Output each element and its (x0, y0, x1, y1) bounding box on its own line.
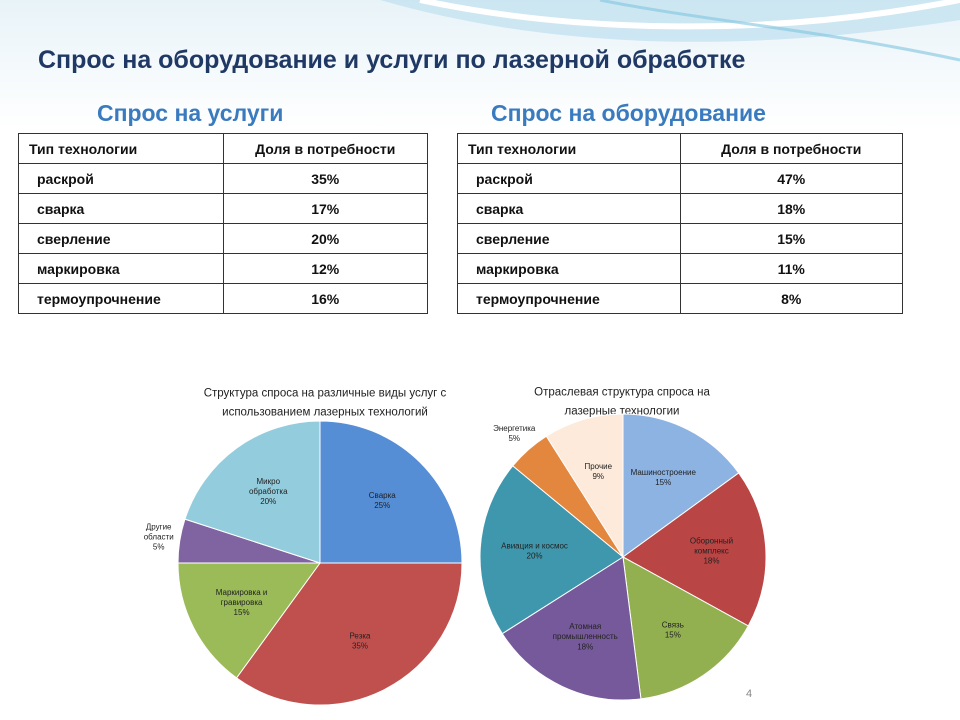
pie-slice (622, 472, 767, 627)
table-cell: 17% (222, 193, 428, 224)
table-row: Тип технологии Доля в потребности (18, 133, 428, 164)
slice-value-label: 15% (665, 630, 681, 639)
slice-value-label: 20% (260, 497, 276, 506)
slice-label: Связь (662, 620, 684, 629)
slice-label: Авиация и космос (501, 542, 568, 551)
slice-label: Другие области (144, 523, 174, 542)
table: Тип технологии Доля в потребности раскрой 4… (457, 133, 903, 314)
slice-value-label: 25% (374, 501, 390, 510)
pie-slice (622, 413, 740, 558)
table-cell: Тип технологии (457, 133, 681, 164)
table-cell: Тип технологии (18, 133, 224, 164)
table-cell: сверление (18, 223, 224, 254)
table-cell: 8% (679, 283, 903, 314)
charts: Структура спроса на различные виды услуг… (135, 375, 790, 720)
table-cell: сварка (18, 193, 224, 224)
table-cell: 35% (222, 163, 428, 194)
table-cell: маркировка (457, 253, 681, 284)
slice-value-label: 9% (592, 472, 604, 481)
pie-slice (184, 420, 321, 564)
table-cell: термоупрочнение (457, 283, 681, 314)
table: Тип технологии Доля в потребности раскрой 3… (18, 133, 428, 314)
table-row: маркировка 12% (18, 253, 428, 284)
table-row: Тип технологии Доля в потребности (457, 133, 903, 164)
slice-label: Маркировка и гравировка (216, 588, 268, 607)
table-cell: 18% (679, 193, 903, 224)
table-cell: раскрой (18, 163, 224, 194)
table-cell: маркировка (18, 253, 224, 284)
table-row: сверление 20% (18, 223, 428, 254)
table-cell: 16% (222, 283, 428, 314)
slice-value-label: 18% (577, 642, 593, 651)
slice-value-label: 15% (234, 608, 250, 617)
table-row: термоупрочнение 16% (18, 283, 428, 314)
table-cell: Доля в потребности (679, 133, 903, 164)
table-caption: Спрос на услуги (97, 100, 284, 126)
slice-value-label: 5% (153, 543, 165, 552)
table-cell: сверление (457, 223, 681, 254)
pie-slice (177, 562, 321, 679)
pie-slice (622, 556, 749, 700)
table-caption: Спрос на оборудование (491, 100, 766, 126)
pie-slice (501, 556, 642, 701)
slice-label: Машиностроение (631, 468, 697, 477)
table-cell: раскрой (457, 163, 681, 194)
slice-value-label: 5% (508, 434, 520, 443)
chart-title: Отраслевая структура спроса на лазерные т… (534, 387, 710, 418)
slice-label: Сварка (369, 491, 397, 500)
table-row: сверление 15% (457, 223, 903, 254)
pie-slice (319, 420, 463, 564)
table-cell: сварка (457, 193, 681, 224)
slice-label: Резка (349, 632, 371, 641)
slice-value-label: 15% (655, 478, 671, 487)
slice-value-label: 18% (703, 557, 719, 566)
chart-title: Структура спроса на различные виды услуг… (204, 388, 447, 419)
table-cell: 47% (679, 163, 903, 194)
pie-slice (235, 562, 463, 706)
table-row: термоупрочнение 8% (457, 283, 903, 314)
table-cell: 11% (679, 253, 903, 284)
pie-slice (479, 465, 624, 635)
slice-label: Энергетика (493, 424, 536, 433)
slice-value-label: 35% (352, 642, 368, 651)
slide-title: Спрос на оборудование и услуги по лазерн… (38, 46, 746, 74)
table-cell: 12% (222, 253, 428, 284)
table-cell: 20% (222, 223, 428, 254)
pie-slice (545, 413, 624, 559)
slice-label: Микро обработка (249, 477, 288, 496)
table-row: сварка 18% (457, 193, 903, 224)
table-row: раскрой 47% (457, 163, 903, 194)
table-row: маркировка 11% (457, 253, 903, 284)
table-row: сварка 17% (18, 193, 428, 224)
table-row: раскрой 35% (18, 163, 428, 194)
slice-label: Оборонный комплекс (690, 537, 733, 556)
table-cell: 15% (679, 223, 903, 254)
slice-label: Атомная промышленность (553, 622, 618, 641)
slice-value-label: 20% (527, 552, 543, 561)
table-cell: термоупрочнение (18, 283, 224, 314)
table-cell: Доля в потребности (222, 133, 428, 164)
page-number: 4 (746, 688, 753, 700)
slice-label: Прочие (584, 462, 612, 471)
